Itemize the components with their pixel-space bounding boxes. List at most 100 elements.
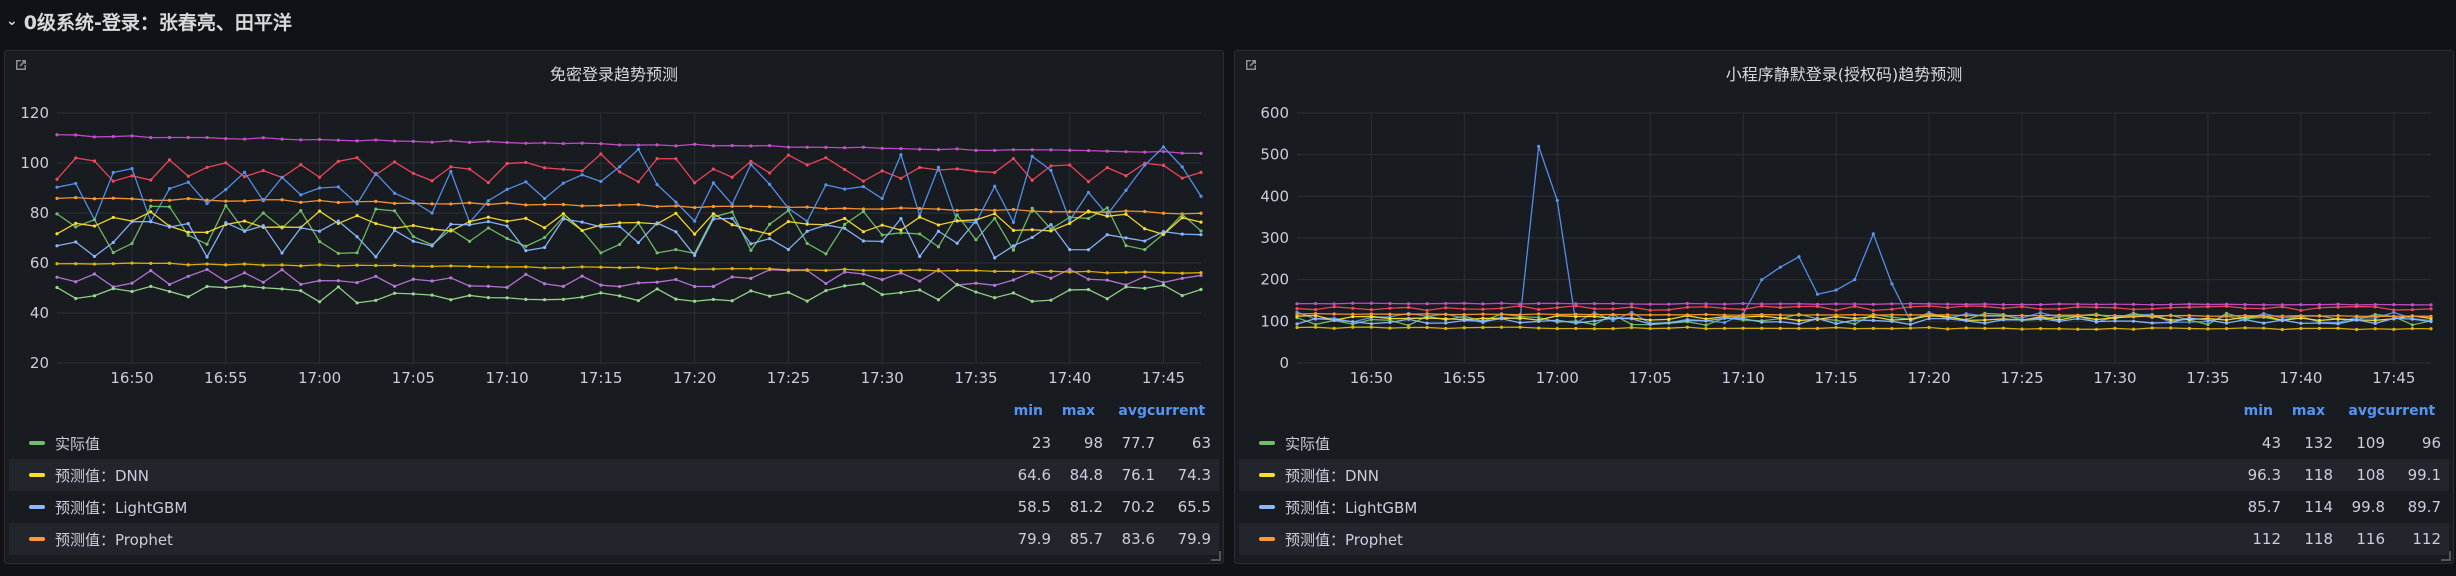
legend-item[interactable]: 预测值：DNN 96.3 118 108 99.1 — [1239, 459, 2449, 491]
series-point — [1797, 313, 1801, 317]
series-point — [768, 182, 772, 186]
legend-item[interactable]: 预测值：Prophet 112 118 116 112 — [1239, 523, 2449, 555]
legend-series-name[interactable]: 预测值：DNN — [55, 466, 149, 485]
legend-item[interactable]: 预测值：LightGBM 58.5 81.2 70.2 65.5 — [9, 491, 1219, 523]
series-point — [299, 264, 303, 268]
series-point — [1611, 318, 1615, 323]
series-point — [374, 298, 378, 302]
legend-swatch[interactable] — [29, 473, 45, 477]
series-point — [711, 144, 715, 148]
x-tick-label: 16:50 — [1350, 369, 1393, 387]
series-point — [1462, 312, 1466, 317]
series-point — [2373, 305, 2377, 309]
legend-series-name[interactable]: 实际值 — [55, 434, 101, 453]
resize-handle[interactable] — [2441, 551, 2451, 561]
legend-header-max[interactable]: max — [2291, 403, 2325, 419]
legend-swatch[interactable] — [29, 441, 45, 445]
series-point — [205, 230, 209, 234]
legend-item[interactable]: 实际值 23 98 77.7 63 — [9, 427, 1219, 459]
legend-swatch[interactable] — [1259, 473, 1275, 477]
series-point — [2336, 302, 2340, 306]
external-link-icon[interactable] — [13, 57, 29, 73]
legend-avg-value: 116 — [2356, 530, 2385, 548]
series-point — [505, 224, 509, 228]
series-point — [805, 163, 809, 167]
series-point — [1068, 288, 1072, 292]
legend-header-max[interactable]: max — [1061, 403, 1095, 419]
legend-series-name[interactable]: 预测值：LightGBM — [1285, 498, 1418, 517]
legend-series-name[interactable]: 预测值：Prophet — [55, 530, 173, 549]
series-point — [2299, 316, 2303, 320]
legend-swatch[interactable] — [29, 505, 45, 509]
legend-header-avg[interactable]: avg — [2348, 403, 2377, 419]
legend-swatch[interactable] — [1259, 505, 1275, 509]
series-point — [336, 185, 340, 189]
legend-series-name[interactable]: 预测值：LightGBM — [55, 498, 188, 517]
series-point — [2280, 318, 2284, 322]
series-point — [805, 205, 809, 209]
series-point — [2206, 318, 2210, 322]
legend-series-name[interactable]: 预测值：Prophet — [1285, 530, 1403, 549]
chevron-down-icon[interactable]: ⌄ — [6, 13, 18, 29]
legend-item[interactable]: 预测值：Prophet 79.9 85.7 83.6 79.9 — [9, 523, 1219, 555]
resize-handle[interactable] — [1211, 551, 1221, 561]
legend-series-name[interactable]: 预测值：DNN — [1285, 466, 1379, 485]
legend-item[interactable]: 实际值 43 132 109 96 — [1239, 427, 2449, 459]
legend-header-min[interactable]: min — [1013, 403, 1043, 419]
series-point — [674, 297, 678, 301]
series-point — [899, 228, 903, 232]
series-point — [1481, 302, 1485, 306]
series-point — [749, 228, 753, 232]
external-link-icon[interactable] — [1243, 57, 1259, 73]
series-point — [2317, 314, 2322, 318]
legend-header-current[interactable]: current — [2377, 403, 2436, 419]
series-point — [880, 196, 884, 201]
series-point — [1648, 313, 1652, 317]
series-point — [674, 230, 678, 234]
legend-series-name[interactable]: 实际值 — [1285, 434, 1331, 453]
series-point — [1481, 325, 1485, 330]
series-point — [1105, 233, 1109, 237]
legend-item[interactable]: 预测值：LightGBM 85.7 114 99.8 89.7 — [1239, 491, 2449, 523]
series-point — [186, 274, 190, 278]
series-point — [1049, 276, 1053, 280]
legend-header-avg[interactable]: avg — [1118, 403, 1147, 419]
series-point — [2373, 321, 2377, 326]
series-point — [693, 181, 697, 185]
x-tick-label: 17:25 — [2000, 369, 2043, 387]
series-point — [824, 252, 828, 256]
series-point — [580, 295, 584, 299]
series-point — [899, 176, 903, 180]
series-point — [1180, 165, 1184, 169]
series-point — [280, 198, 284, 202]
legend-current-value: 74.3 — [1177, 466, 1211, 484]
legend-swatch[interactable] — [1259, 441, 1275, 445]
legend-header-current[interactable]: current — [1147, 403, 1206, 419]
legend-header-min[interactable]: min — [2243, 403, 2273, 419]
series-point — [1388, 317, 1392, 321]
series-point — [1574, 321, 1578, 325]
series-point — [1161, 211, 1166, 215]
series-point — [618, 221, 622, 225]
row-header[interactable]: ⌄ 0级系统-登录：张春亮、田平洋 — [6, 6, 292, 36]
legend-swatch[interactable] — [29, 537, 45, 541]
series-point — [2410, 323, 2415, 327]
series-point — [655, 143, 659, 147]
series-point — [186, 180, 190, 184]
series-point — [861, 179, 866, 183]
series-point — [843, 146, 847, 150]
series-point — [974, 238, 978, 242]
y-tick-label: 400 — [1260, 187, 1289, 205]
series-point — [261, 224, 265, 228]
series-point — [205, 284, 209, 289]
legend-min-value: 43 — [2261, 434, 2281, 452]
legend-swatch[interactable] — [1259, 537, 1275, 541]
line-chart[interactable]: 20 40 60 80 100 120 16:50 16:55 17:00 17:05 17:10 1… — [5, 51, 1223, 401]
series-point — [1143, 150, 1147, 154]
series-point — [1086, 269, 1091, 274]
series-point — [355, 202, 359, 206]
legend-item[interactable]: 预测值：DNN 64.6 84.8 76.1 74.3 — [9, 459, 1219, 491]
series-point — [92, 218, 97, 222]
series-point — [561, 167, 565, 171]
line-chart[interactable]: 0 100 200 300 400 500 600 16:50 16:55 17:00 17:05 1… — [1235, 51, 2453, 401]
